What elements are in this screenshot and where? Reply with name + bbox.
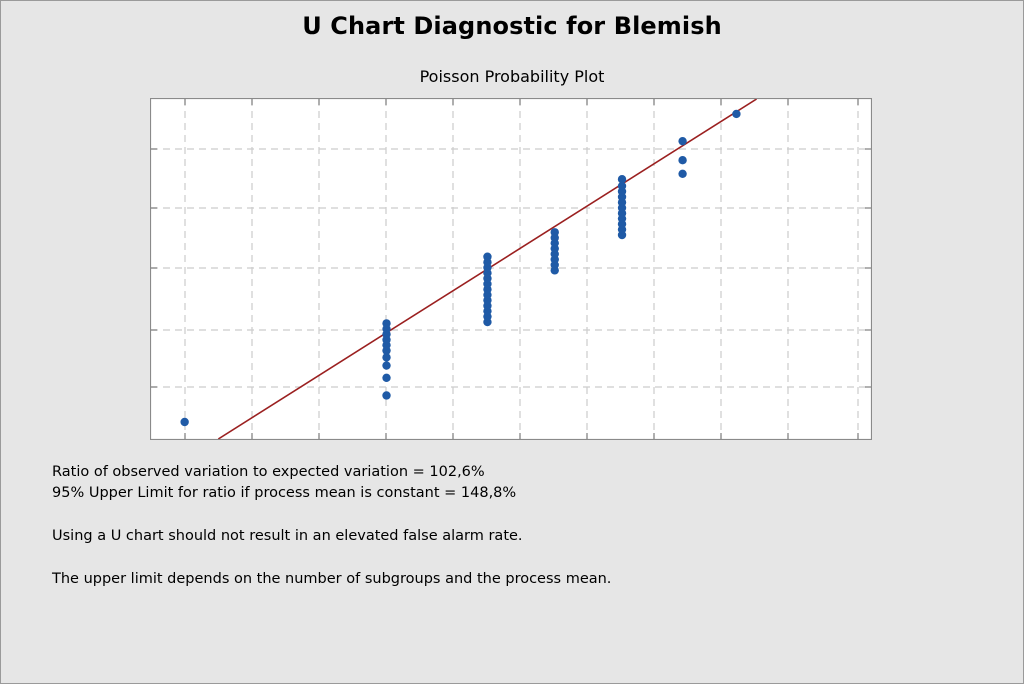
diagnostic-notes: Ratio of observed variation to expected … — [52, 462, 611, 590]
recommendation-text: Using a U chart should not result in an … — [52, 528, 523, 544]
plot-subtitle: Poisson Probability Plot — [419, 67, 605, 86]
data-point — [678, 169, 687, 178]
data-point — [678, 156, 687, 165]
probability-plot-svg — [149, 97, 873, 441]
probability-plot — [149, 97, 873, 444]
ratio-text: Ratio of observed variation to expected … — [52, 464, 485, 480]
chart-title: U Chart Diagnostic for Blemish — [302, 12, 722, 40]
plot-area — [150, 98, 872, 440]
data-point — [483, 252, 492, 261]
data-point — [180, 417, 189, 427]
data-point — [382, 391, 391, 400]
data-point — [382, 373, 391, 382]
data-point — [382, 353, 391, 362]
data-point — [732, 109, 741, 119]
upper-limit-text: 95% Upper Limit for ratio if process mea… — [52, 485, 517, 501]
data-point — [678, 136, 687, 146]
data-point — [382, 319, 391, 328]
plot-border — [149, 97, 873, 441]
data-point — [382, 361, 391, 370]
explanation-text: The upper limit depends on the number of… — [52, 571, 612, 587]
data-point — [550, 228, 559, 237]
data-point — [617, 175, 627, 184]
data-point — [617, 181, 627, 191]
